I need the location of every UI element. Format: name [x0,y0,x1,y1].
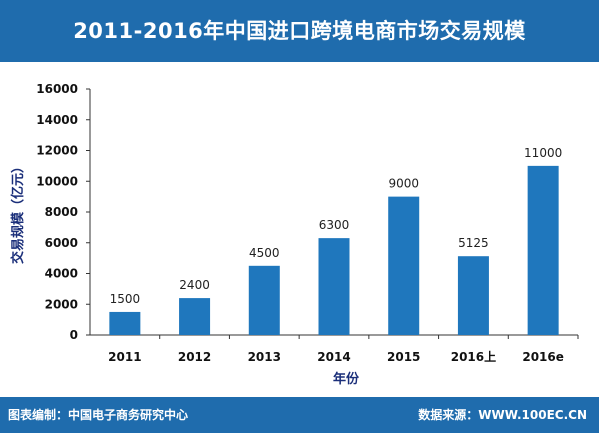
bar [248,265,280,335]
y-tick-label: 10000 [36,174,78,188]
bar [457,256,489,335]
bar [179,298,211,335]
x-axis-title: 年份 [333,371,360,387]
bar-value-label: 11000 [524,146,562,160]
x-tick-label: 2015 [387,350,420,364]
y-axis-title: 交易规模（亿元） [10,160,26,264]
bar [527,165,559,335]
y-tick-label: 16000 [36,82,78,96]
bar-value-label: 2400 [179,278,210,292]
chart-title: 2011-2016年中国进口跨境电商市场交易规模 [73,19,526,43]
bar [318,238,350,335]
y-tick-label: 12000 [36,144,78,158]
y-tick-label: 14000 [36,113,78,127]
bar-chart: 0 2000 4000 6000 8000 10000 12000 14000 16000 150… [10,82,579,387]
y-tick-label: 2000 [45,297,78,311]
title-bar: 2011-2016年中国进口跨境电商市场交易规模 [0,0,599,62]
bar-value-label: 5125 [458,236,489,250]
y-tick-label: 6000 [45,236,78,250]
x-tick-label: 2012 [178,350,211,364]
bar [109,311,141,335]
footer-data-source: 数据来源：WWW.100EC.CN [418,408,587,422]
bar-value-label: 4500 [249,246,280,260]
y-tick-label: 8000 [45,205,78,219]
x-tick-label: 2016上 [451,349,496,364]
x-tick-label: 2011 [108,350,141,364]
x-tick-label: 2016e [522,350,564,364]
bar-value-label: 6300 [319,218,350,232]
x-tick-label: 2014 [317,350,350,364]
y-tick-label: 0 [70,328,78,342]
y-tick-label: 4000 [45,267,78,281]
x-tick-label: 2013 [248,350,281,364]
bar-value-label: 1500 [110,292,141,306]
footer-compiler-credit: 图表编制：中国电子商务研究中心 [8,408,189,422]
footer-bar: 图表编制：中国电子商务研究中心 数据来源：WWW.100EC.CN [0,397,599,433]
bar [388,196,420,335]
bar-value-label: 9000 [388,177,419,191]
